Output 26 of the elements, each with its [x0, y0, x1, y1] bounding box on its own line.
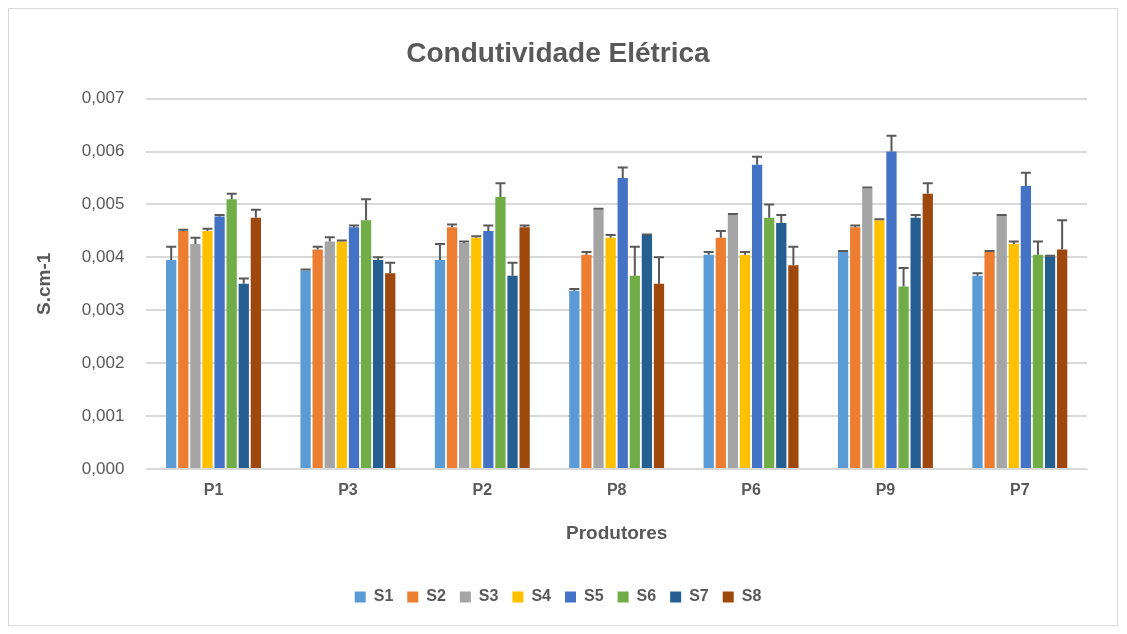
legend-label: S4 [531, 587, 552, 605]
y-tick-label: 0,003 [81, 299, 125, 319]
x-tick-label: P9 [875, 481, 896, 499]
legend-label: S6 [636, 587, 657, 605]
x-tick-label: P1 [203, 481, 224, 499]
x-tick-label: P3 [338, 481, 358, 499]
legend-label: S1 [373, 587, 394, 605]
y-tick-label: 0,006 [81, 141, 125, 161]
y-tick-label: 0,000 [81, 458, 125, 478]
x-tick-label: P7 [1010, 481, 1030, 499]
y-tick-label: 0,004 [81, 247, 125, 267]
x-tick-label: P2 [472, 481, 493, 499]
y-tick-label: 0,005 [81, 194, 125, 214]
legend-label: S2 [426, 587, 446, 605]
y-tick-label: 0,007 [81, 88, 125, 108]
x-tick-label: P6 [741, 481, 761, 499]
y-axis-title: S.cm-1 [32, 252, 54, 315]
y-tick-label: 0,001 [81, 405, 125, 425]
x-axis-title: Produtores [565, 521, 668, 543]
legend-label: S3 [478, 587, 499, 605]
legend-label: S5 [584, 587, 604, 605]
y-tick-label: 0,002 [81, 352, 125, 372]
chart-title: Condutividade Elétrica [406, 36, 711, 68]
legend-label: S7 [689, 587, 709, 605]
legend-label: S8 [741, 587, 762, 605]
x-tick-label: P8 [606, 481, 627, 499]
